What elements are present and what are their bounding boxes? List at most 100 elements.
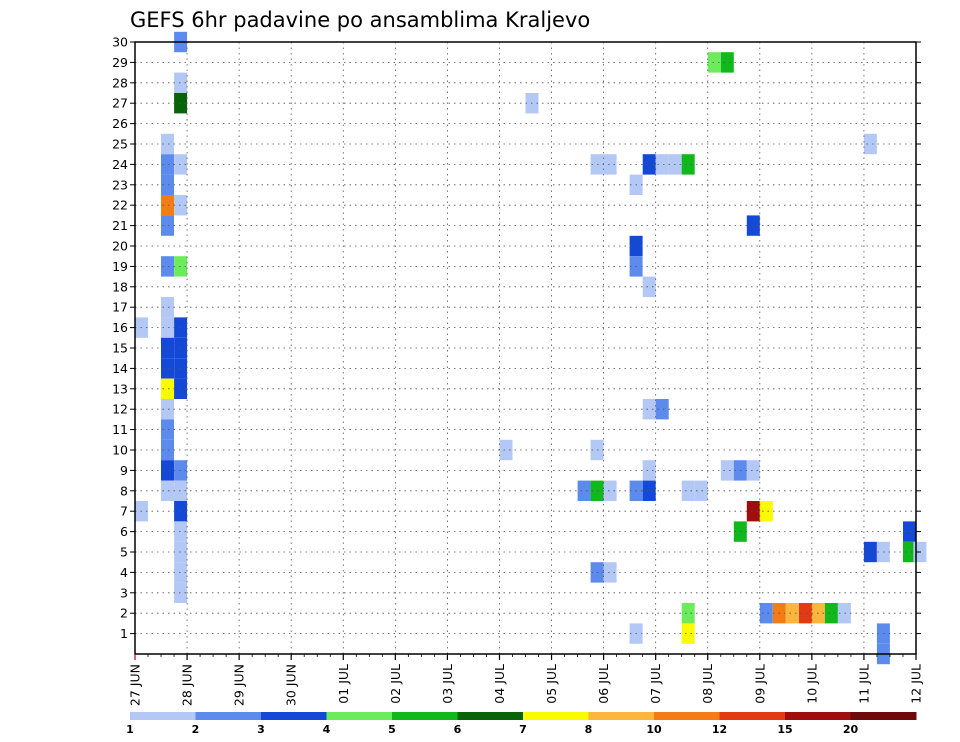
x-tick-label: 10 JUL <box>804 664 819 704</box>
heatmap-cell <box>759 603 773 624</box>
y-tick-label: 2 <box>120 606 128 621</box>
heatmap-cell <box>903 541 916 563</box>
y-tick-label: 23 <box>112 177 128 192</box>
colorbar-label: 3 <box>257 723 265 736</box>
y-tick-label: 1 <box>120 626 128 641</box>
colorbar-label: 5 <box>388 723 396 736</box>
heatmap-cell <box>161 399 174 420</box>
grid-layer <box>135 41 916 654</box>
y-tick-label: 22 <box>112 198 128 213</box>
x-axis-ticks: 27 JUN 28 JUN 29 JUN 30 JUN 01 JUL 02 JUL 03 J… <box>128 654 924 706</box>
y-tick-label: 26 <box>112 116 128 131</box>
heatmap-cell <box>746 215 760 236</box>
colorbar-segment <box>654 712 720 720</box>
heatmap-cell <box>161 358 174 379</box>
heatmap-cell <box>837 603 851 624</box>
y-tick-label: 4 <box>120 565 128 580</box>
heatmap-cell <box>746 460 760 481</box>
x-tick-label: 28 JUN <box>180 664 195 706</box>
colorbar-segment <box>719 712 786 720</box>
heatmap-cell <box>161 378 174 399</box>
heatmap-cell <box>174 501 188 522</box>
heatmap-cell <box>174 154 188 175</box>
colorbar-label: 7 <box>519 723 527 736</box>
heatmap-cell <box>174 72 188 93</box>
colorbar-segment <box>195 712 262 720</box>
heatmap-cell <box>785 603 799 624</box>
y-tick-label: 11 <box>112 422 128 437</box>
heatmap-cell <box>681 623 695 644</box>
y-tick-label: 18 <box>112 279 128 294</box>
colorbar-segment <box>392 712 458 720</box>
x-tick-label: 09 JUL <box>752 664 767 704</box>
x-tick-label: 30 JUN <box>284 664 299 706</box>
heatmap-cell <box>161 317 174 338</box>
heatmap-cell <box>174 337 188 359</box>
chart-title: GEFS 6hr padavine po ansamblima Kraljevo <box>130 8 590 32</box>
x-tick-label: 07 JUL <box>648 664 663 704</box>
heatmap-cell <box>681 480 695 501</box>
colorbar-label: 6 <box>454 723 462 736</box>
y-tick-label: 15 <box>112 341 128 356</box>
heatmap-cell <box>642 460 656 481</box>
heatmap-cell <box>174 195 188 216</box>
heatmap-cell <box>161 174 174 195</box>
heatmap-cell <box>161 133 174 155</box>
colorbar-segment <box>523 712 589 720</box>
heatmap-cell <box>161 256 174 277</box>
x-tick-label: 03 JUL <box>440 664 455 704</box>
y-tick-label: 28 <box>112 75 128 90</box>
heatmap-cell <box>746 501 760 522</box>
heatmap-cell <box>603 480 617 501</box>
y-axis-ticks: 1234567891011121314151617181920212223242… <box>112 35 921 641</box>
heatmap-cell <box>642 154 656 175</box>
heatmap-cell <box>161 439 174 461</box>
x-tick-label: 06 JUL <box>596 664 611 704</box>
colorbar-segment <box>588 712 655 720</box>
colorbar-segment <box>326 712 393 720</box>
y-tick-label: 19 <box>112 259 128 274</box>
heatmap-cell <box>720 52 734 73</box>
heatmap-cell <box>174 582 188 603</box>
heatmap-cell <box>161 419 174 440</box>
y-tick-label: 27 <box>112 96 128 111</box>
x-tick-label: 12 JUL <box>909 664 924 704</box>
colorbar: 1 2 3 4 5 6 7 8 10 12 15 20 <box>126 712 917 736</box>
heatmap-cell <box>161 195 174 216</box>
heatmap-cell <box>174 480 188 501</box>
heatmap-cell <box>499 439 513 461</box>
heatmap-cell <box>707 52 721 73</box>
heatmap-cell <box>161 460 174 481</box>
heatmap-cell <box>863 133 877 155</box>
heatmap-cell <box>161 215 174 236</box>
y-tick-label: 25 <box>112 137 128 152</box>
y-tick-label: 30 <box>112 35 128 50</box>
heatmap-cell <box>655 154 669 175</box>
colorbar-label: 4 <box>323 723 331 736</box>
y-tick-label: 12 <box>112 402 128 417</box>
colorbar-label: 8 <box>585 723 593 736</box>
x-tick-label: 29 JUN <box>232 664 247 706</box>
heatmap-cell <box>174 562 188 583</box>
x-tick-label: 02 JUL <box>388 664 403 704</box>
heatmap-cell <box>174 521 188 542</box>
y-tick-label: 20 <box>112 239 128 254</box>
heatmap-cell <box>174 378 188 399</box>
y-tick-label: 3 <box>120 585 128 600</box>
y-tick-label: 9 <box>120 463 128 478</box>
y-tick-label: 29 <box>112 55 128 70</box>
heatmap-cell <box>174 317 188 338</box>
heatmap-cell <box>174 541 188 563</box>
y-tick-label: 17 <box>112 300 128 315</box>
y-tick-label: 16 <box>112 320 128 335</box>
heatmap-cell <box>655 399 669 420</box>
x-tick-label: 05 JUL <box>544 664 559 704</box>
y-tick-label: 7 <box>120 504 128 519</box>
y-tick-label: 13 <box>112 381 128 396</box>
heatmap-cell <box>161 337 174 359</box>
heatmap-cell <box>174 460 188 481</box>
x-tick-label: 04 JUL <box>492 664 507 704</box>
heatmap-cell <box>694 480 708 501</box>
colorbar-label: 12 <box>712 723 727 736</box>
